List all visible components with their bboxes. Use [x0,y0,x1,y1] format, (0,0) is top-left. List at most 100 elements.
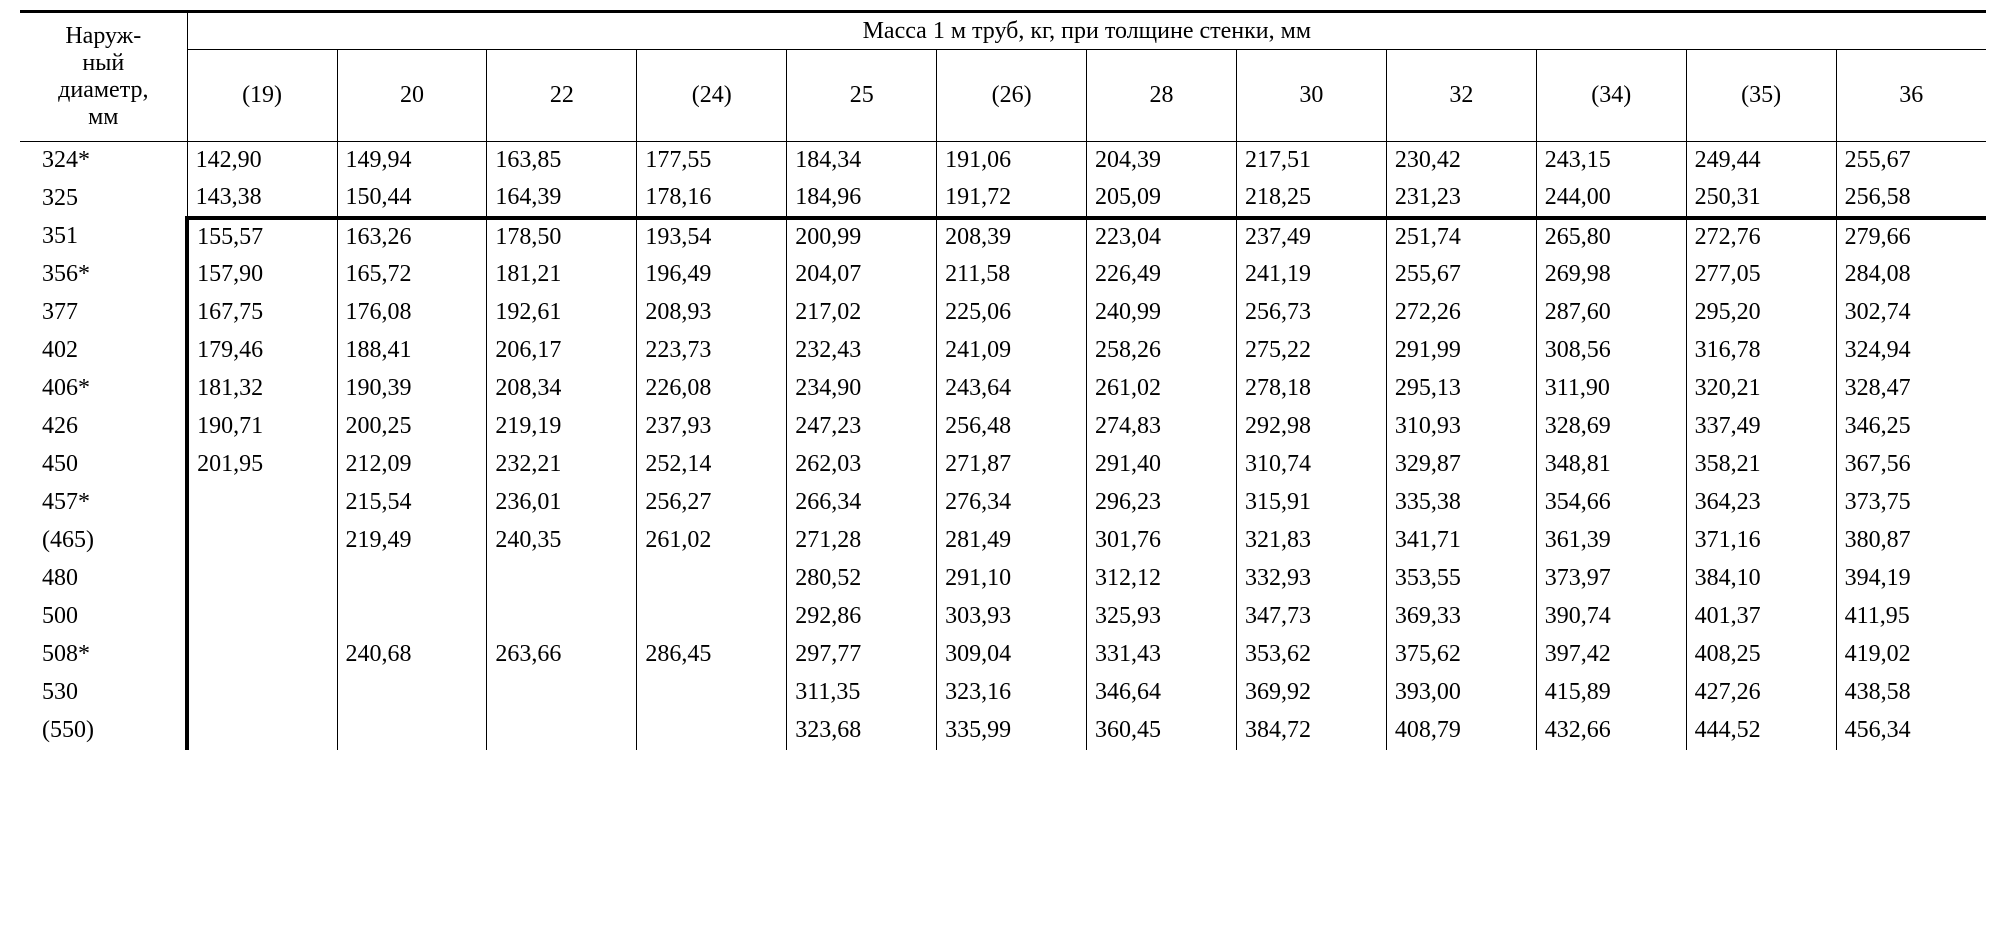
cell-diameter: 450 [20,446,187,484]
cell-diameter: 351 [20,218,187,256]
table-row: 500292,86303,93325,93347,73369,33390,744… [20,598,1986,636]
cell-value: 411,95 [1836,598,1986,636]
cell-value: 272,26 [1386,294,1536,332]
cell-value [187,636,337,674]
cell-value: 256,58 [1836,180,1986,218]
page: Наруж- ный диаметр, мм Масса 1 м труб, к… [0,0,2006,760]
table-row: 351155,57163,26178,50193,54200,99208,392… [20,218,1986,256]
cell-value: 328,69 [1536,408,1686,446]
table-row: 324*142,90149,94163,85177,55184,34191,06… [20,142,1986,180]
table-row: 530311,35323,16346,64369,92393,00415,894… [20,674,1986,712]
cell-value: 157,90 [187,256,337,294]
cell-value: 360,45 [1087,712,1237,750]
cell-value: 271,87 [937,446,1087,484]
cell-value: 215,54 [337,484,487,522]
cell-value: 332,93 [1236,560,1386,598]
cell-value: 149,94 [337,142,487,180]
cell-value: 218,25 [1236,180,1386,218]
cell-value: 237,49 [1236,218,1386,256]
cell-value: 244,00 [1536,180,1686,218]
cell-value: 240,99 [1087,294,1237,332]
cell-value: 438,58 [1836,674,1986,712]
cell-value: 181,32 [187,370,337,408]
table-row: 480280,52291,10312,12332,93353,55373,973… [20,560,1986,598]
cell-value: 263,66 [487,636,637,674]
pipe-mass-table: Наруж- ный диаметр, мм Масса 1 м труб, к… [20,10,1986,750]
cell-value: 219,19 [487,408,637,446]
cell-value: 201,95 [187,446,337,484]
cell-value: 223,73 [637,332,787,370]
cell-value: 287,60 [1536,294,1686,332]
cell-value: 250,31 [1686,180,1836,218]
cell-value: 256,73 [1236,294,1386,332]
header-thickness: 20 [337,50,487,142]
cell-value: 361,39 [1536,522,1686,560]
cell-value: 208,39 [937,218,1087,256]
cell-diameter: 325 [20,180,187,218]
cell-value: 271,28 [787,522,937,560]
cell-value [637,598,787,636]
cell-value [487,598,637,636]
cell-diameter: 530 [20,674,187,712]
cell-value: 278,18 [1236,370,1386,408]
cell-value: 375,62 [1386,636,1536,674]
header-diameter-line: Наруж- [28,23,179,50]
cell-value: 369,33 [1386,598,1536,636]
cell-value: 251,74 [1386,218,1536,256]
header-thickness: 22 [487,50,637,142]
cell-value: 302,74 [1836,294,1986,332]
cell-value: 165,72 [337,256,487,294]
cell-value: 364,23 [1686,484,1836,522]
cell-value: 397,42 [1536,636,1686,674]
cell-value: 323,68 [787,712,937,750]
cell-value: 240,68 [337,636,487,674]
cell-value: 456,34 [1836,712,1986,750]
cell-value: 258,26 [1087,332,1237,370]
cell-value: 325,93 [1087,598,1237,636]
cell-value: 324,94 [1836,332,1986,370]
cell-value: 155,57 [187,218,337,256]
header-thickness: 30 [1236,50,1386,142]
header-thickness: 32 [1386,50,1536,142]
cell-diameter: 324* [20,142,187,180]
table-header: Наруж- ный диаметр, мм Масса 1 м труб, к… [20,12,1986,142]
cell-value: 241,09 [937,332,1087,370]
cell-value: 205,09 [1087,180,1237,218]
cell-value: 373,75 [1836,484,1986,522]
cell-value: 230,42 [1386,142,1536,180]
cell-value: 353,55 [1386,560,1536,598]
cell-value: 184,34 [787,142,937,180]
cell-value: 219,49 [337,522,487,560]
table-row: 402179,46188,41206,17223,73232,43241,092… [20,332,1986,370]
header-thickness-row: (19) 20 22 (24) 25 (26) 28 30 32 (34) (3… [20,50,1986,142]
cell-value: 373,97 [1536,560,1686,598]
cell-value: 337,49 [1686,408,1836,446]
cell-value: 348,81 [1536,446,1686,484]
cell-value: 241,19 [1236,256,1386,294]
header-diameter-line: мм [28,104,179,131]
cell-value [487,674,637,712]
cell-value: 164,39 [487,180,637,218]
cell-value: 367,56 [1836,446,1986,484]
cell-value: 347,73 [1236,598,1386,636]
header-thickness: 28 [1087,50,1237,142]
cell-value: 432,66 [1536,712,1686,750]
cell-value: 312,12 [1087,560,1237,598]
header-thickness: (19) [187,50,337,142]
cell-value: 427,26 [1686,674,1836,712]
cell-value: 200,99 [787,218,937,256]
cell-diameter: 457* [20,484,187,522]
cell-value: 177,55 [637,142,787,180]
cell-value: 369,92 [1236,674,1386,712]
cell-value: 200,25 [337,408,487,446]
cell-value: 297,77 [787,636,937,674]
cell-value [187,484,337,522]
cell-diameter: 426 [20,408,187,446]
cell-value: 280,52 [787,560,937,598]
cell-value: 190,39 [337,370,487,408]
header-thickness: 36 [1836,50,1986,142]
cell-value [487,560,637,598]
cell-value: 190,71 [187,408,337,446]
cell-value: 232,21 [487,446,637,484]
cell-value: 256,48 [937,408,1087,446]
